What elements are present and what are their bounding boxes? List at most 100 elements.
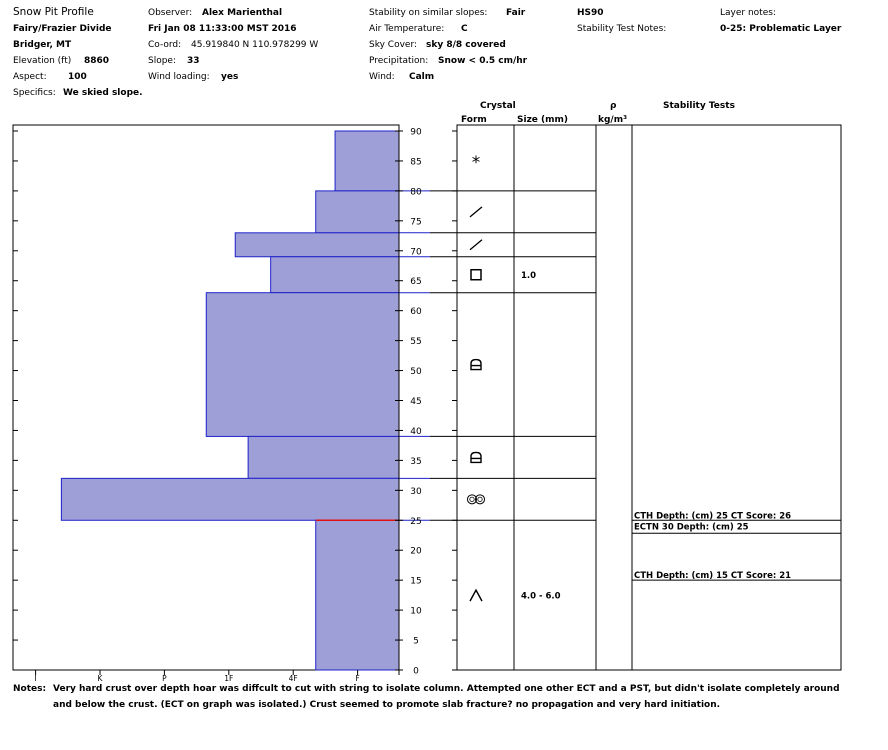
- location-name: Fairy/Frazier Divide: [13, 24, 112, 34]
- faceted-icon: [470, 268, 482, 281]
- depth-hoar-icon: [470, 358, 482, 371]
- depth-tick-label: 60: [410, 307, 422, 317]
- grain-size-label: 1.0: [521, 271, 536, 281]
- crystal-form-4: [470, 358, 482, 371]
- hardness-bar: [234, 232, 400, 258]
- depth-tick-label: 5: [413, 637, 419, 647]
- hardness-tick-label: F: [355, 674, 359, 683]
- depth-tick-label: 35: [410, 457, 421, 467]
- crystal-form-3: [470, 268, 482, 281]
- hardness-bar: [60, 477, 400, 521]
- melt-form-icon-inner: [469, 496, 475, 502]
- depth-tick-label: 75: [410, 217, 421, 227]
- depth-tick-label: 10: [410, 607, 422, 617]
- slope-value: 33: [187, 56, 200, 66]
- wind-label: Wind:: [369, 72, 395, 82]
- rho-units-header: kg/m³: [598, 115, 628, 125]
- precip-value: Snow < 0.5 cm/hr: [438, 56, 528, 66]
- notes-label: Notes:: [13, 684, 47, 694]
- crystal-header: Crystal: [480, 101, 516, 111]
- new-snow-icon: *: [472, 153, 481, 173]
- hardness-bar: [334, 130, 400, 192]
- layer-notes-label: Layer notes:: [720, 8, 776, 18]
- melt-form-icon: [475, 494, 485, 505]
- observation-date: Fri Jan 08 11:33:00 MST 2016: [148, 24, 297, 34]
- depth-tick-label: 20: [410, 547, 422, 557]
- depth-tick-label: 70: [410, 247, 422, 257]
- crystal-form-6: [467, 494, 485, 505]
- crystal-form-5: [470, 451, 482, 464]
- elevation-value: 8860: [84, 56, 110, 66]
- depth-hoar-chevron-icon: [469, 588, 483, 602]
- notes-line-1: Very hard crust over depth hoar was diff…: [53, 684, 840, 694]
- hardness-bar: [247, 435, 400, 479]
- crystal-form-7: [469, 588, 483, 602]
- depth-tick-label: 30: [410, 487, 422, 497]
- air-temp-value: C: [461, 24, 468, 34]
- form-header: Form: [461, 115, 487, 125]
- depth-tick-label: 85: [410, 157, 421, 167]
- depth-tick-label: 65: [410, 277, 421, 287]
- hardness-tick-label: K: [98, 674, 104, 683]
- hardness-bar: [270, 256, 400, 294]
- hardness-tick-label: I: [34, 674, 36, 683]
- notes-line-2: and below the crust. (ECT on graph was i…: [53, 700, 721, 710]
- sky-cover-label: Sky Cover:: [369, 40, 418, 50]
- size-header: Size (mm): [517, 115, 569, 125]
- precip-label: Precipitation:: [369, 56, 429, 66]
- pit-title: Snow Pit Profile: [13, 6, 94, 18]
- depth-tick-label: 80: [410, 187, 422, 197]
- crystal-form-0: *: [472, 153, 481, 173]
- hardness-bar: [315, 519, 400, 671]
- melt-form-icon: [467, 494, 477, 505]
- melt-form-icon-inner: [477, 496, 483, 502]
- stability-value: Fair: [506, 8, 526, 18]
- crystal-form-1: [469, 206, 483, 218]
- wind-loading-value: yes: [221, 72, 239, 82]
- aspect-label: Aspect:: [13, 72, 47, 82]
- depth-tick-label: 90: [410, 128, 422, 138]
- stability-test-label: CTH Depth: (cm) 15 CT Score: 21: [634, 571, 791, 581]
- decomposing-icon: [469, 239, 483, 251]
- depth-tick-label: 40: [410, 427, 422, 437]
- depth-tick-label: 25: [410, 517, 421, 527]
- hardness-bar: [315, 190, 400, 234]
- region-name: Bridger, MT: [13, 40, 72, 50]
- aspect-value: 100: [68, 72, 87, 82]
- hardness-tick-label: 1F: [224, 674, 233, 683]
- crystal-frame: [456, 124, 842, 671]
- hardness-tick-label: 4F: [289, 674, 298, 683]
- wind-loading-label: Wind loading:: [148, 72, 210, 82]
- sky-cover-value: sky 8/8 covered: [426, 40, 506, 50]
- rho-header: ρ: [610, 101, 617, 111]
- stability-test-label: CTH Depth: (cm) 25 CT Score: 26: [634, 511, 791, 521]
- depth-tick-label: 0: [413, 667, 419, 677]
- specifics-label: Specifics:: [13, 88, 56, 98]
- depth-tick-label: 45: [410, 397, 421, 407]
- depth-hoar-icon: [470, 451, 482, 464]
- stability-label: Stability on similar slopes:: [369, 8, 488, 18]
- stability-notes-label: Stability Test Notes:: [577, 24, 667, 34]
- slope-label: Slope:: [148, 56, 177, 66]
- depth-tick-label: 50: [410, 367, 422, 377]
- depth-tick-label: 15: [410, 577, 421, 587]
- coord-value: 45.919840 N 110.978299 W: [191, 40, 319, 50]
- depth-tick-label: 55: [410, 337, 421, 347]
- decomposing-icon: [469, 206, 483, 218]
- observer-value: Alex Marienthal: [202, 8, 283, 18]
- stability-test-label: ECTN 30 Depth: (cm) 25: [634, 522, 749, 532]
- elevation-label: Elevation (ft): [13, 56, 72, 66]
- hardness-bar: [205, 292, 400, 437]
- crystal-form-2: [469, 239, 483, 251]
- hardness-tick-label: P: [162, 674, 167, 683]
- stability-tests-header: Stability Tests: [663, 101, 735, 111]
- grain-size-label: 4.0 - 6.0: [521, 592, 561, 602]
- specifics-value: We skied slope.: [63, 88, 143, 98]
- wind-value: Calm: [409, 72, 435, 82]
- hs-value: HS90: [577, 8, 604, 18]
- layer-notes-value: 0-25: Problematic Layer: [720, 24, 842, 34]
- observer-label: Observer:: [148, 8, 193, 18]
- coord-label: Co-ord:: [148, 40, 182, 50]
- air-temp-label: Air Temperature:: [369, 24, 445, 34]
